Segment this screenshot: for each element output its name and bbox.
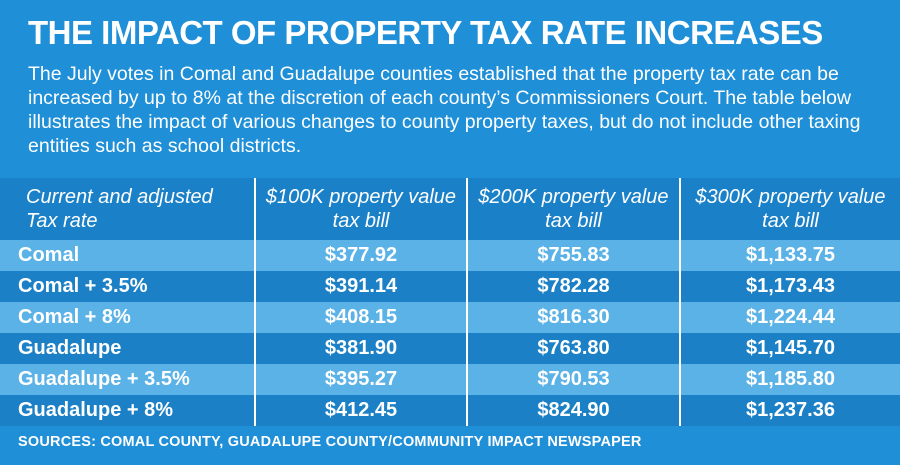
row-label: Comal + 8% (0, 302, 255, 333)
chart-title: THE IMPACT OF PROPERTY TAX RATE INCREASE… (28, 14, 823, 51)
table-cell: $816.30 (466, 302, 680, 333)
table-cell: $824.90 (466, 395, 680, 426)
row-label: Guadalupe + 3.5% (0, 364, 255, 395)
row-label: Comal + 3.5% (0, 271, 255, 302)
table-row: Comal + 8% $408.15 $816.30 $1,224.44 (0, 302, 900, 333)
table-row: Guadalupe + 3.5% $395.27 $790.53 $1,185.80 (0, 364, 900, 395)
source-note: SOURCES: COMAL COUNTY, GUADALUPE COUNTY/… (18, 434, 642, 450)
table-header: Current and adjusted Tax rate $100K prope… (0, 178, 900, 240)
table-cell: $381.90 (254, 333, 467, 364)
table-body: Comal $377.92 $755.83 $1,133.75 Comal + 3.5%… (0, 240, 900, 426)
tax-table: Current and adjusted Tax rate $100K prope… (0, 178, 900, 426)
table-cell: $391.14 (254, 271, 467, 302)
intro-paragraph: The July votes in Comal and Guadalupe co… (28, 63, 861, 157)
row-label: Guadalupe (0, 333, 255, 364)
header-row: Current and adjusted Tax rate $100K prope… (0, 178, 900, 240)
table-cell: $1,173.43 (679, 271, 900, 302)
table-cell: $412.45 (254, 395, 467, 426)
table-cell: $763.80 (466, 333, 680, 364)
table-cell: $395.27 (254, 364, 467, 395)
table-row: Guadalupe + 8% $412.45 $824.90 $1,237.36 (0, 395, 900, 426)
column-header-2: $200K property value tax bill (466, 178, 680, 240)
table-row: Comal $377.92 $755.83 $1,133.75 (0, 240, 900, 271)
table-cell: $1,224.44 (679, 302, 900, 333)
table-row: Comal + 3.5% $391.14 $782.28 $1,173.43 (0, 271, 900, 302)
table-cell: $1,145.70 (679, 333, 900, 364)
table-cell: $1,185.80 (679, 364, 900, 395)
table-cell: $408.15 (254, 302, 467, 333)
table-cell: $790.53 (466, 364, 680, 395)
table-cell: $782.28 (466, 271, 680, 302)
table-cell: $1,237.36 (679, 395, 900, 426)
column-header-1: $100K property value tax bill (254, 178, 467, 240)
row-label: Comal (0, 240, 255, 271)
table-cell: $755.83 (466, 240, 680, 271)
table-cell: $1,133.75 (679, 240, 900, 271)
column-header-0: Current and adjusted Tax rate (0, 178, 255, 240)
table-cell: $377.92 (254, 240, 467, 271)
table-row: Guadalupe $381.90 $763.80 $1,145.70 (0, 333, 900, 364)
column-header-3: $300K property value tax bill (679, 178, 900, 240)
row-label: Guadalupe + 8% (0, 395, 255, 426)
